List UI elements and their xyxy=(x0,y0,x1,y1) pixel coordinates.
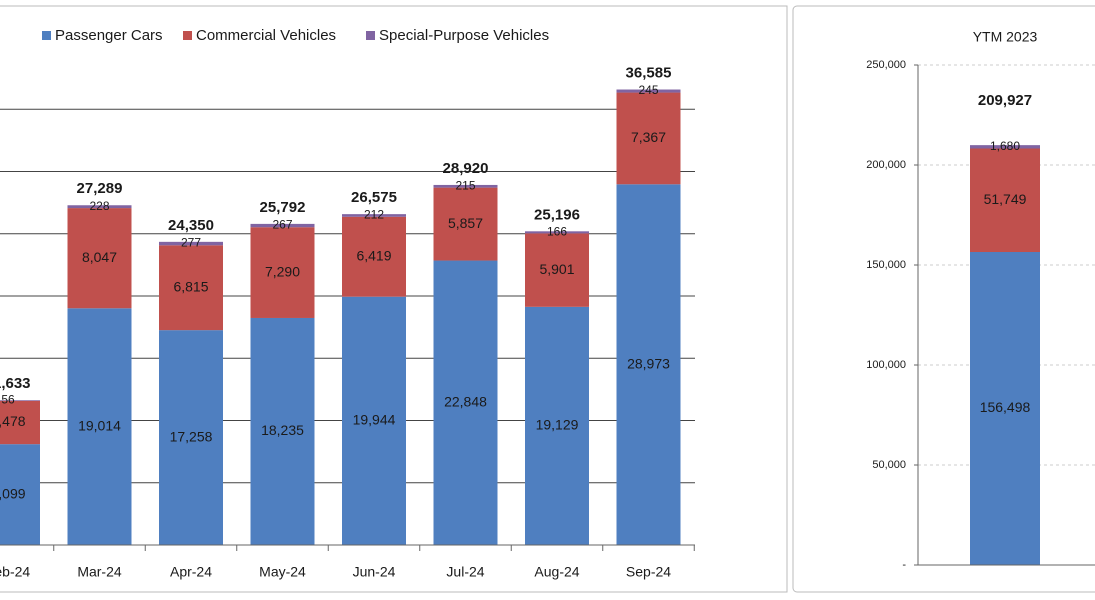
bar-segment xyxy=(67,205,132,209)
value-label: 19,129 xyxy=(536,417,579,433)
value-label: 156,498 xyxy=(980,399,1031,415)
bar-segment xyxy=(67,208,132,309)
value-label: 8,099 xyxy=(0,485,26,501)
value-label: 6,419 xyxy=(356,247,391,263)
legend-swatch xyxy=(42,31,51,40)
value-label: 22,848 xyxy=(444,393,487,409)
legend-swatch xyxy=(183,31,192,40)
value-label: 19,944 xyxy=(353,412,396,428)
bar-segment xyxy=(970,145,1040,149)
legend-swatch xyxy=(366,31,375,40)
x-tick-label: Jun-24 xyxy=(353,564,396,580)
y-tick-label: 200,000 xyxy=(866,159,906,171)
y-tick-label: 250,000 xyxy=(866,59,906,71)
total-label: 26,575 xyxy=(351,189,397,206)
bar-segment xyxy=(67,308,132,545)
value-label: 1,680 xyxy=(990,139,1020,153)
total-label: 11,633 xyxy=(0,375,31,392)
value-label: 18,235 xyxy=(261,422,304,438)
bar-segment xyxy=(433,260,498,545)
value-label: 8,047 xyxy=(82,249,117,265)
value-label: 5,901 xyxy=(539,261,574,277)
value-label: 228 xyxy=(89,199,109,213)
value-label: 7,290 xyxy=(265,263,300,279)
total-label: 27,289 xyxy=(77,180,123,197)
right-panel xyxy=(792,5,1095,593)
value-label: 267 xyxy=(272,218,292,232)
value-label: 215 xyxy=(455,178,475,192)
value-label: 28,973 xyxy=(627,355,670,371)
chart-title: YTM 2023 xyxy=(973,29,1038,45)
value-label: 3,478 xyxy=(0,413,26,429)
bar-segment xyxy=(970,252,1040,565)
x-tick-label: Aug-24 xyxy=(534,564,579,580)
total-label: 28,920 xyxy=(443,160,489,177)
value-label: 56 xyxy=(1,393,15,407)
x-tick-label: Sep-24 xyxy=(626,564,671,580)
legend-label: Commercial Vehicles xyxy=(196,27,336,44)
bar-segment xyxy=(342,296,406,545)
value-label: 245 xyxy=(638,83,658,97)
x-tick-label: Mar-24 xyxy=(77,564,122,580)
value-label: 6,815 xyxy=(173,278,208,294)
bar-segment xyxy=(0,444,40,545)
bar-segment xyxy=(616,89,681,93)
total-label: 25,792 xyxy=(260,199,306,216)
value-label: 51,749 xyxy=(984,191,1027,207)
bar-segment xyxy=(433,187,498,261)
bar-segment xyxy=(525,306,589,545)
total-label: 25,196 xyxy=(534,206,580,223)
legend-label: Passenger Cars xyxy=(55,27,163,44)
value-label: 17,258 xyxy=(170,428,213,444)
y-tick-label: 50,000 xyxy=(872,459,906,471)
value-label: 19,014 xyxy=(78,417,121,433)
bar-segment xyxy=(970,148,1040,253)
bar-segment xyxy=(250,223,315,228)
value-label: 212 xyxy=(364,208,384,222)
bar-segment xyxy=(433,184,498,188)
bar-segment xyxy=(159,245,223,331)
x-tick-label: May-24 xyxy=(259,564,306,580)
bar-segment xyxy=(342,216,406,297)
total-label: 36,585 xyxy=(626,64,672,81)
x-tick-label: Feb-24 xyxy=(0,564,30,580)
total-label: 209,927 xyxy=(978,92,1032,109)
bar-segment xyxy=(0,400,40,445)
total-label: 24,350 xyxy=(168,217,214,234)
bar-segment xyxy=(159,330,223,545)
value-label: 5,857 xyxy=(448,215,483,231)
bar-segment xyxy=(525,231,589,234)
y-tick-label: - xyxy=(902,559,906,571)
bar-segment xyxy=(525,233,589,307)
x-tick-label: Jul-24 xyxy=(446,564,484,580)
bar-segment xyxy=(159,241,223,246)
y-tick-label: 100,000 xyxy=(866,359,906,371)
bar-segment xyxy=(250,227,315,318)
x-tick-label: Apr-24 xyxy=(170,564,212,580)
legend-label: Special-Purpose Vehicles xyxy=(379,27,549,44)
bar-segment xyxy=(342,214,406,217)
bar-segment xyxy=(0,400,40,401)
y-tick-label: 150,000 xyxy=(866,259,906,271)
value-label: 166 xyxy=(547,225,567,239)
bar-segment xyxy=(616,184,681,546)
bar-segment xyxy=(616,92,681,185)
bar-segment xyxy=(250,317,315,545)
value-label: 277 xyxy=(181,236,201,250)
value-label: 7,367 xyxy=(631,129,666,145)
